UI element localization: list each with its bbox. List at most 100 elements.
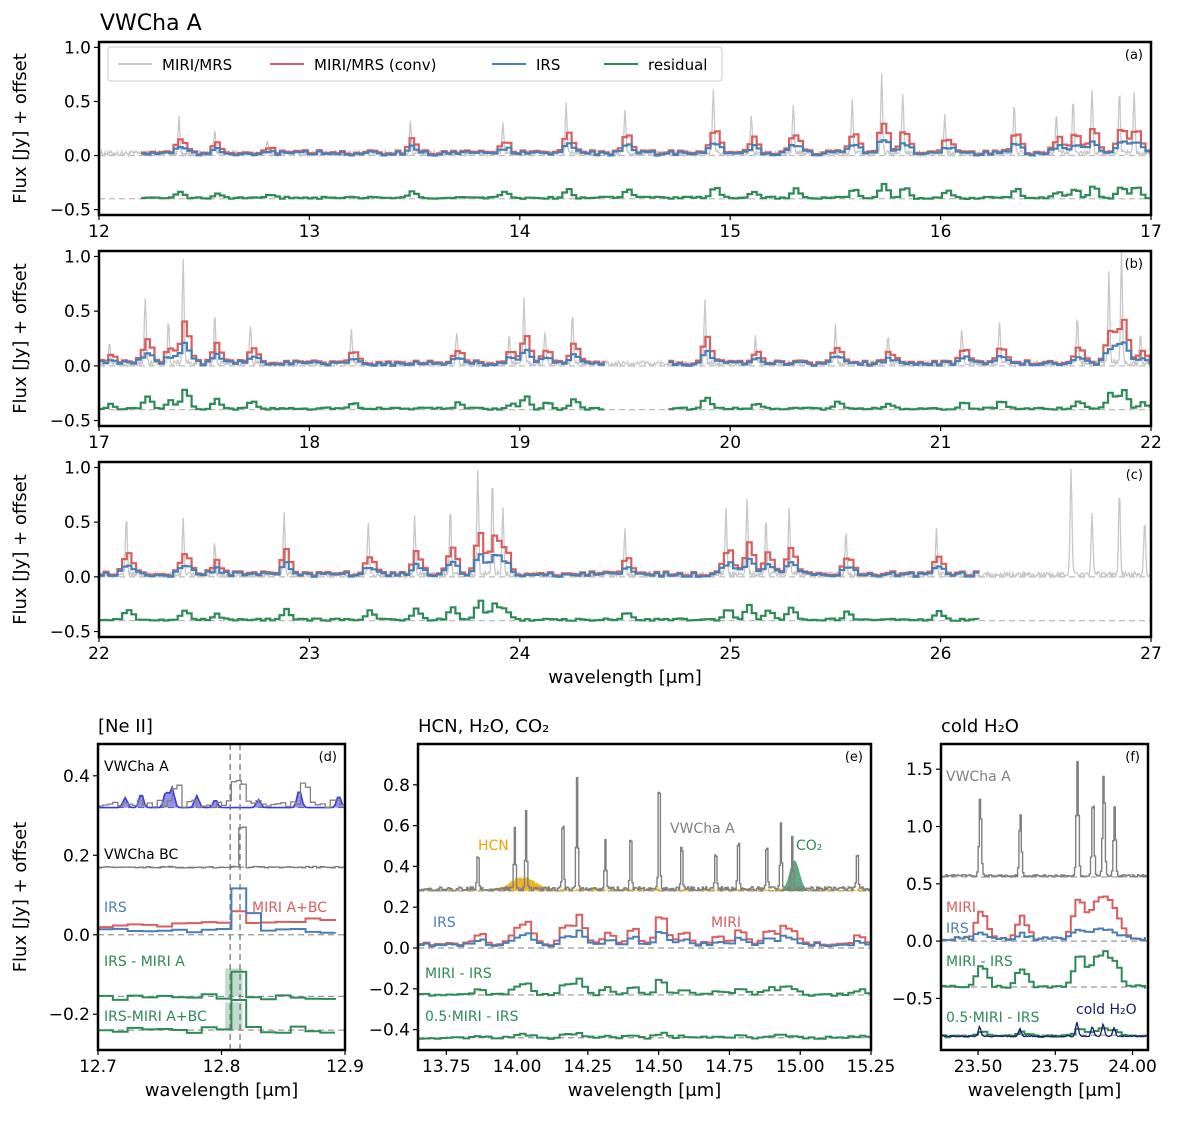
x-tick-label-e: 15.00 [776,1057,825,1077]
y-tick-label-d: 0.0 [63,926,90,946]
y-tick-label-b: −0.5 [50,412,91,432]
annotation-f: MIRI - IRS [946,954,1013,970]
residual-line-e [418,977,871,997]
x-tick-label-d: 12.8 [203,1057,241,1077]
y-tick-label-d: 0.4 [63,767,90,787]
plot-area-b [99,251,1151,411]
y-axis-label-c: Flux [Jy] + offset [10,474,31,625]
y-tick-label-e: −0.4 [369,1021,410,1041]
x-tick-label-e: 14.50 [634,1057,683,1077]
model-line-d [98,784,344,809]
legend-label-irs: IRS [536,56,560,74]
x-tick-label-b: 21 [930,433,952,453]
x-tick-label-d: 12.7 [79,1057,117,1077]
irs-line-b [668,341,1151,367]
panel-label-e: (e) [845,750,863,765]
residual-line-f [941,950,1146,989]
residual-line-d [98,999,336,1034]
irs-line-e [418,929,871,948]
y-tick-label-a: 0.0 [64,147,91,167]
x-tick-label-b: 17 [88,433,110,453]
miri-conv-line-a [141,122,1151,156]
y-tick-label-b: 1.0 [64,247,91,267]
annotation-e: HCN [478,838,509,854]
annotation-e: MIRI [711,915,741,931]
y-tick-label-a: −0.5 [50,201,91,221]
annotation-d: VWCha A [104,759,169,775]
frame-b [97,249,1153,428]
x-tick-label-f: 23.75 [1031,1057,1080,1077]
x-tick-label-b: 18 [299,433,321,453]
frame-f [939,742,1150,1052]
panel-title-e: HCN, H₂O, CO₂ [418,716,549,737]
x-tick-label-c: 24 [509,644,531,664]
irs-line-a [141,139,1151,157]
frame-c [97,460,1153,639]
y-tick-label-c: 0.0 [64,568,91,588]
annotation-d: IRS-MIRI A+BC [104,1009,207,1025]
half-residual-line-e [418,1031,871,1040]
panel-label-a: (a) [1125,48,1143,63]
irs-line-d [98,887,337,934]
legend-label-miri: MIRI/MRS [162,56,232,74]
x-tick-label-a: 15 [719,222,741,242]
x-tick-label-f: 23.50 [954,1057,1003,1077]
cold-h2o-model-line-f [941,1021,1148,1038]
legend-label-residual: residual [648,56,707,74]
x-tick-label-a: 13 [299,222,321,242]
co2-fill [743,860,815,891]
plot-area-d [98,744,345,1050]
miri-conv-line-b [99,320,605,366]
y-tick-label-f: 1.5 [906,760,933,780]
x-tick-label-d: 12.9 [326,1057,364,1077]
y-tick-label-b: 0.5 [64,302,91,322]
panel-e: 13.75 14.00 14.25 14.50 14.75 15.00 15.25 −0.4 −… [369,716,896,1101]
panel-label-f: (f) [1125,750,1140,765]
y-tick-label-c: 1.0 [64,458,91,478]
panel-label-b: (b) [1125,257,1143,272]
x-axis-label-e: wavelength [μm] [568,1080,722,1101]
panel-b: 17 18 19 20 21 22 −0.5 0.0 0.5 1.0 (b) Flux [Jy] + … [10,247,1162,453]
y-axis-label-d: Flux [Jy] + offset [10,822,31,973]
miri-line-e [418,913,871,947]
annotation-e: MIRI - IRS [425,966,492,982]
annotation-d: IRS [104,900,127,916]
frame-e [416,742,873,1052]
annotation-f: cold H₂O [1076,1002,1137,1018]
residual-line-b [668,389,1151,411]
x-tick-label-a: 16 [930,222,952,242]
annotation-d: MIRI A+BC [252,900,327,916]
legend-label-miri-conv: MIRI/MRS (conv) [314,56,436,74]
x-tick-label-e: 15.25 [847,1057,896,1077]
x-tick-label-e: 14.25 [564,1057,613,1077]
miri-raw-line-a [99,72,1151,159]
plot-area-e [418,777,871,1040]
y-tick-label-e: 0.4 [383,857,410,877]
y-tick-label-d: 0.2 [63,846,90,866]
x-tick-label-a: 14 [509,222,531,242]
x-tick-label-b: 20 [719,433,741,453]
irs-line-f [941,927,1146,942]
panel-f: 23.50 23.75 24.00 −0.5 0.0 0.5 1.0 1.5 (f) cold H… [892,716,1157,1101]
y-axis-label-a: Flux [Jy] + offset [10,53,31,204]
y-tick-label-f: −0.5 [892,989,933,1009]
x-tick-label-c: 23 [299,644,321,664]
annotation-f: MIRI [946,900,976,916]
vwcha-bc-line-d [98,826,344,869]
x-tick-label-a: 12 [88,222,110,242]
annotation-d: IRS - MIRI A [104,954,185,970]
residual-line-b [99,388,605,411]
residual-line-a [141,182,1151,200]
y-tick-label-b: 0.0 [64,357,91,377]
x-tick-label-c: 22 [88,644,110,664]
miri-a-bc-line-d [98,910,337,929]
figure-title: VWCha A [100,11,202,36]
plot-area-c [99,468,1151,622]
y-tick-label-a: 0.5 [64,92,91,112]
annotation-d: VWCha BC [104,847,178,863]
annotation-e: CO₂ [796,838,822,854]
legend: MIRI/MRS MIRI/MRS (conv) IRS residual [107,46,723,82]
panel-title-f: cold H₂O [941,716,1019,737]
x-tick-label-f: 24.00 [1108,1057,1157,1077]
